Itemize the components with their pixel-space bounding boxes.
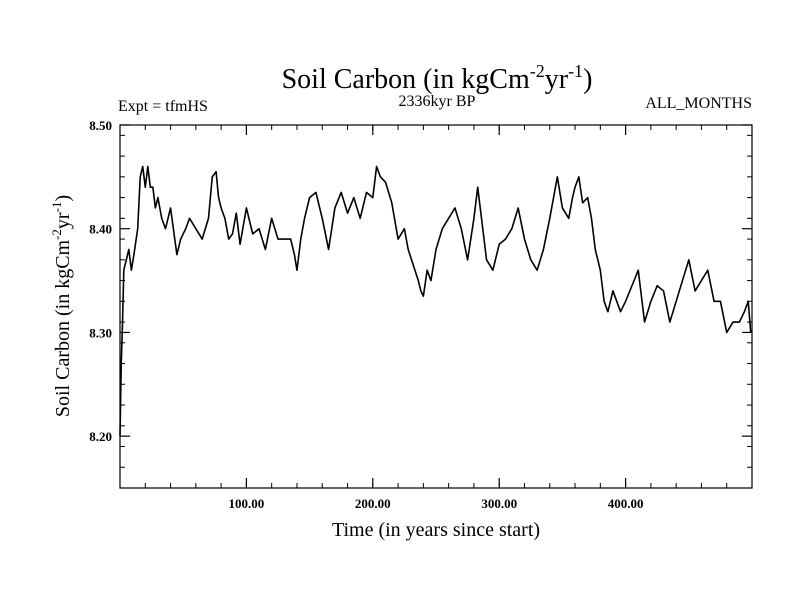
period-label: 2336kyr BP [399,93,476,110]
plot-frame [119,124,753,489]
x-tick-label: 200.00 [355,496,391,511]
y-axis-title: Soil Carbon (in kgCm-2yr-1) [49,195,74,417]
y-tick-label: 8.30 [89,325,112,340]
y-tick-label: 8.20 [89,429,112,444]
series-line-0 [119,165,752,437]
x-axis-title: Time (in years since start) [332,519,540,541]
chart-title: Soil Carbon (in kgCm-2yr-1) [282,61,593,95]
series-group [119,165,752,437]
axis-tick-labels: 100.00 200.00 300.00 400.00 8.20 8.30 8.40 8.50 [89,118,643,511]
x-tick-label: 400.00 [608,496,644,511]
x-tick-label: 300.00 [481,496,517,511]
y-tick-label: 8.40 [89,222,112,237]
axis-ticks [120,124,752,488]
months-label: ALL_MONTHS [645,95,752,112]
x-tick-label: 100.00 [229,496,265,511]
experiment-label: Expt = tfmHS [118,98,208,115]
y-tick-label: 8.50 [89,118,112,133]
